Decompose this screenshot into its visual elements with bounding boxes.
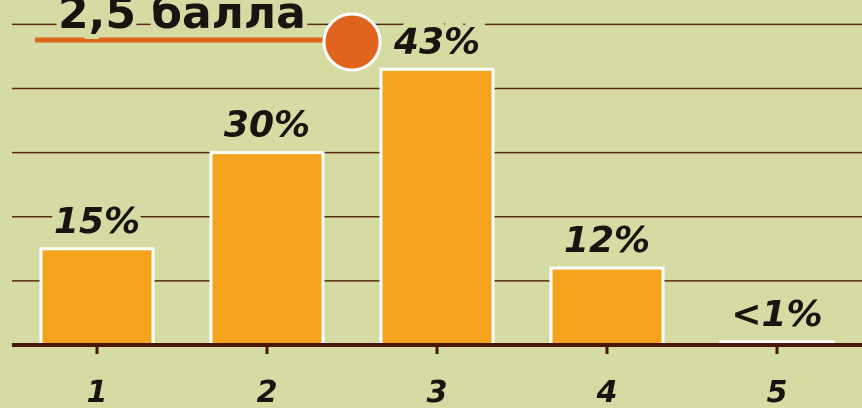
bar — [379, 67, 495, 347]
x-tick-label: 2 — [257, 375, 278, 408]
x-tick-label: 5 — [767, 375, 788, 408]
value-label: <1% — [731, 294, 822, 335]
chart-title: 2,5 балла — [58, 0, 306, 39]
title-dot — [322, 12, 382, 72]
x-tick-label: 3 — [427, 375, 448, 408]
bar — [549, 266, 665, 347]
value-label: 43% — [393, 21, 480, 62]
value-label: 15% — [54, 201, 140, 242]
bar — [39, 247, 155, 347]
value-label: 30% — [224, 105, 310, 146]
value-label: 12% — [564, 220, 650, 261]
bar — [209, 151, 325, 347]
x-tick-label: 4 — [596, 375, 618, 408]
x-tick-label: 1 — [87, 375, 108, 408]
